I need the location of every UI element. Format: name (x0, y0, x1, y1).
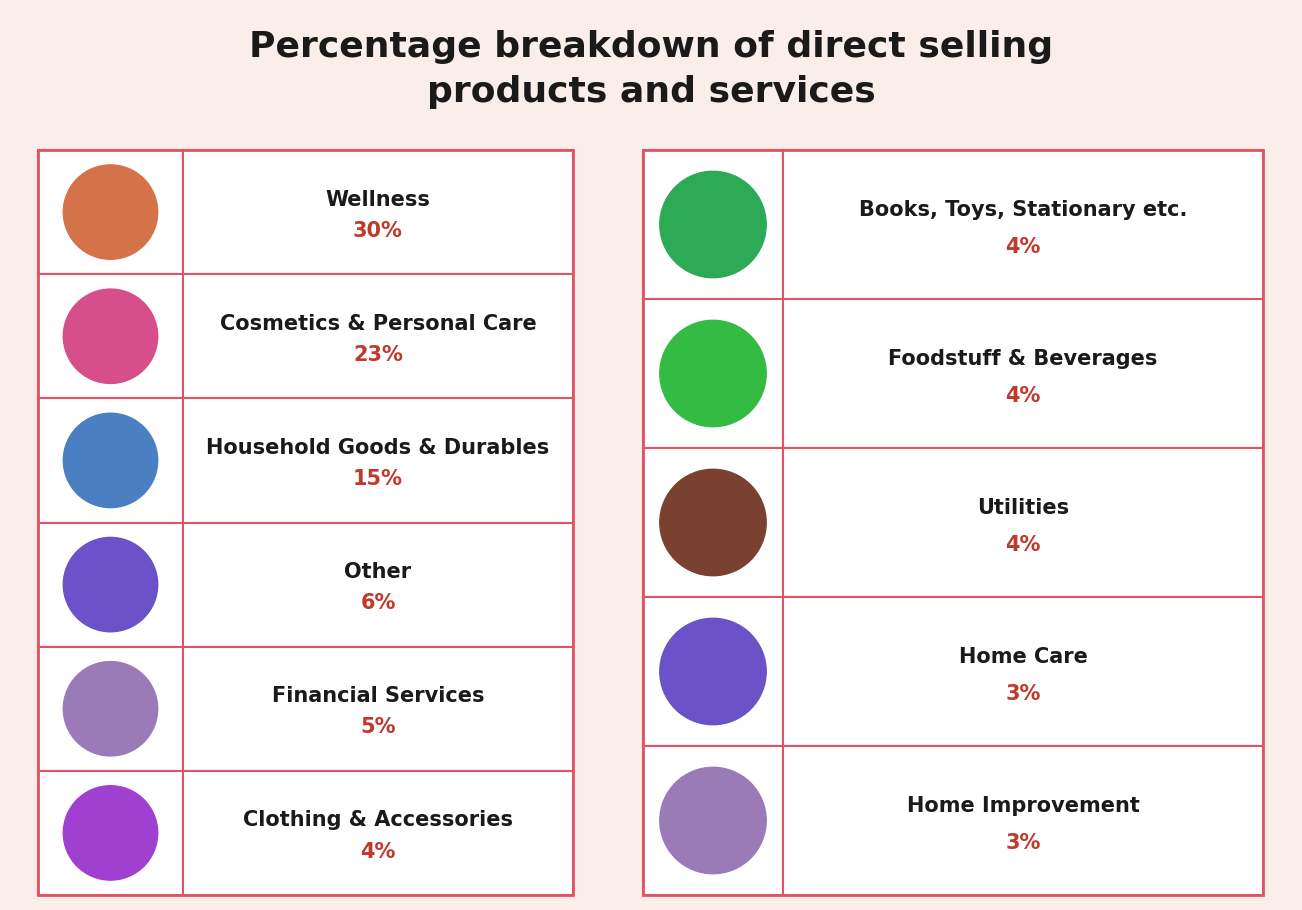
Text: Cosmetics & Personal Care: Cosmetics & Personal Care (220, 314, 536, 334)
Text: Other: Other (345, 562, 411, 582)
Text: 4%: 4% (361, 842, 396, 862)
Text: Home Care: Home Care (958, 647, 1087, 667)
Bar (643, 150, 1263, 895)
Circle shape (660, 618, 766, 724)
Bar (38, 399, 184, 522)
Bar (184, 399, 573, 522)
Text: 4%: 4% (1005, 237, 1040, 257)
Text: 4%: 4% (1005, 535, 1040, 555)
Bar (783, 299, 1263, 448)
Bar (643, 746, 783, 895)
Text: Books, Toys, Stationary etc.: Books, Toys, Stationary etc. (859, 199, 1187, 219)
Text: Foodstuff & Beverages: Foodstuff & Beverages (888, 349, 1157, 369)
Circle shape (64, 413, 158, 508)
Text: Home Improvement: Home Improvement (906, 795, 1139, 815)
Text: Wellness: Wellness (326, 189, 431, 209)
Circle shape (64, 538, 158, 632)
Bar (38, 274, 184, 399)
Text: 4%: 4% (1005, 386, 1040, 406)
Bar (783, 448, 1263, 597)
Bar (783, 597, 1263, 746)
Bar (184, 274, 573, 399)
Circle shape (660, 320, 766, 427)
Bar (38, 150, 573, 895)
Text: 5%: 5% (361, 717, 396, 737)
Bar (184, 771, 573, 895)
Text: 23%: 23% (353, 345, 402, 365)
Text: 15%: 15% (353, 469, 404, 489)
Bar (643, 597, 783, 746)
Text: Household Goods & Durables: Household Goods & Durables (207, 438, 549, 458)
Bar (643, 150, 783, 299)
Bar (38, 150, 184, 274)
Circle shape (64, 165, 158, 259)
Bar (643, 299, 783, 448)
Text: Financial Services: Financial Services (272, 686, 484, 706)
Text: Clothing & Accessories: Clothing & Accessories (243, 811, 513, 831)
Bar (38, 522, 184, 647)
Circle shape (660, 470, 766, 576)
Bar (184, 647, 573, 771)
Text: Percentage breakdown of direct selling
products and services: Percentage breakdown of direct selling p… (249, 30, 1053, 109)
Circle shape (64, 662, 158, 756)
Bar (643, 448, 783, 597)
Circle shape (660, 767, 766, 874)
Bar (184, 522, 573, 647)
Bar (184, 150, 573, 274)
Bar (783, 150, 1263, 299)
Text: 3%: 3% (1005, 683, 1040, 703)
Text: 6%: 6% (361, 593, 396, 613)
Bar (783, 746, 1263, 895)
Text: 30%: 30% (353, 221, 402, 241)
Text: Utilities: Utilities (976, 498, 1069, 518)
Circle shape (660, 171, 766, 278)
Text: 3%: 3% (1005, 833, 1040, 853)
Bar (38, 771, 184, 895)
Bar (38, 647, 184, 771)
Circle shape (64, 289, 158, 383)
Circle shape (64, 785, 158, 880)
